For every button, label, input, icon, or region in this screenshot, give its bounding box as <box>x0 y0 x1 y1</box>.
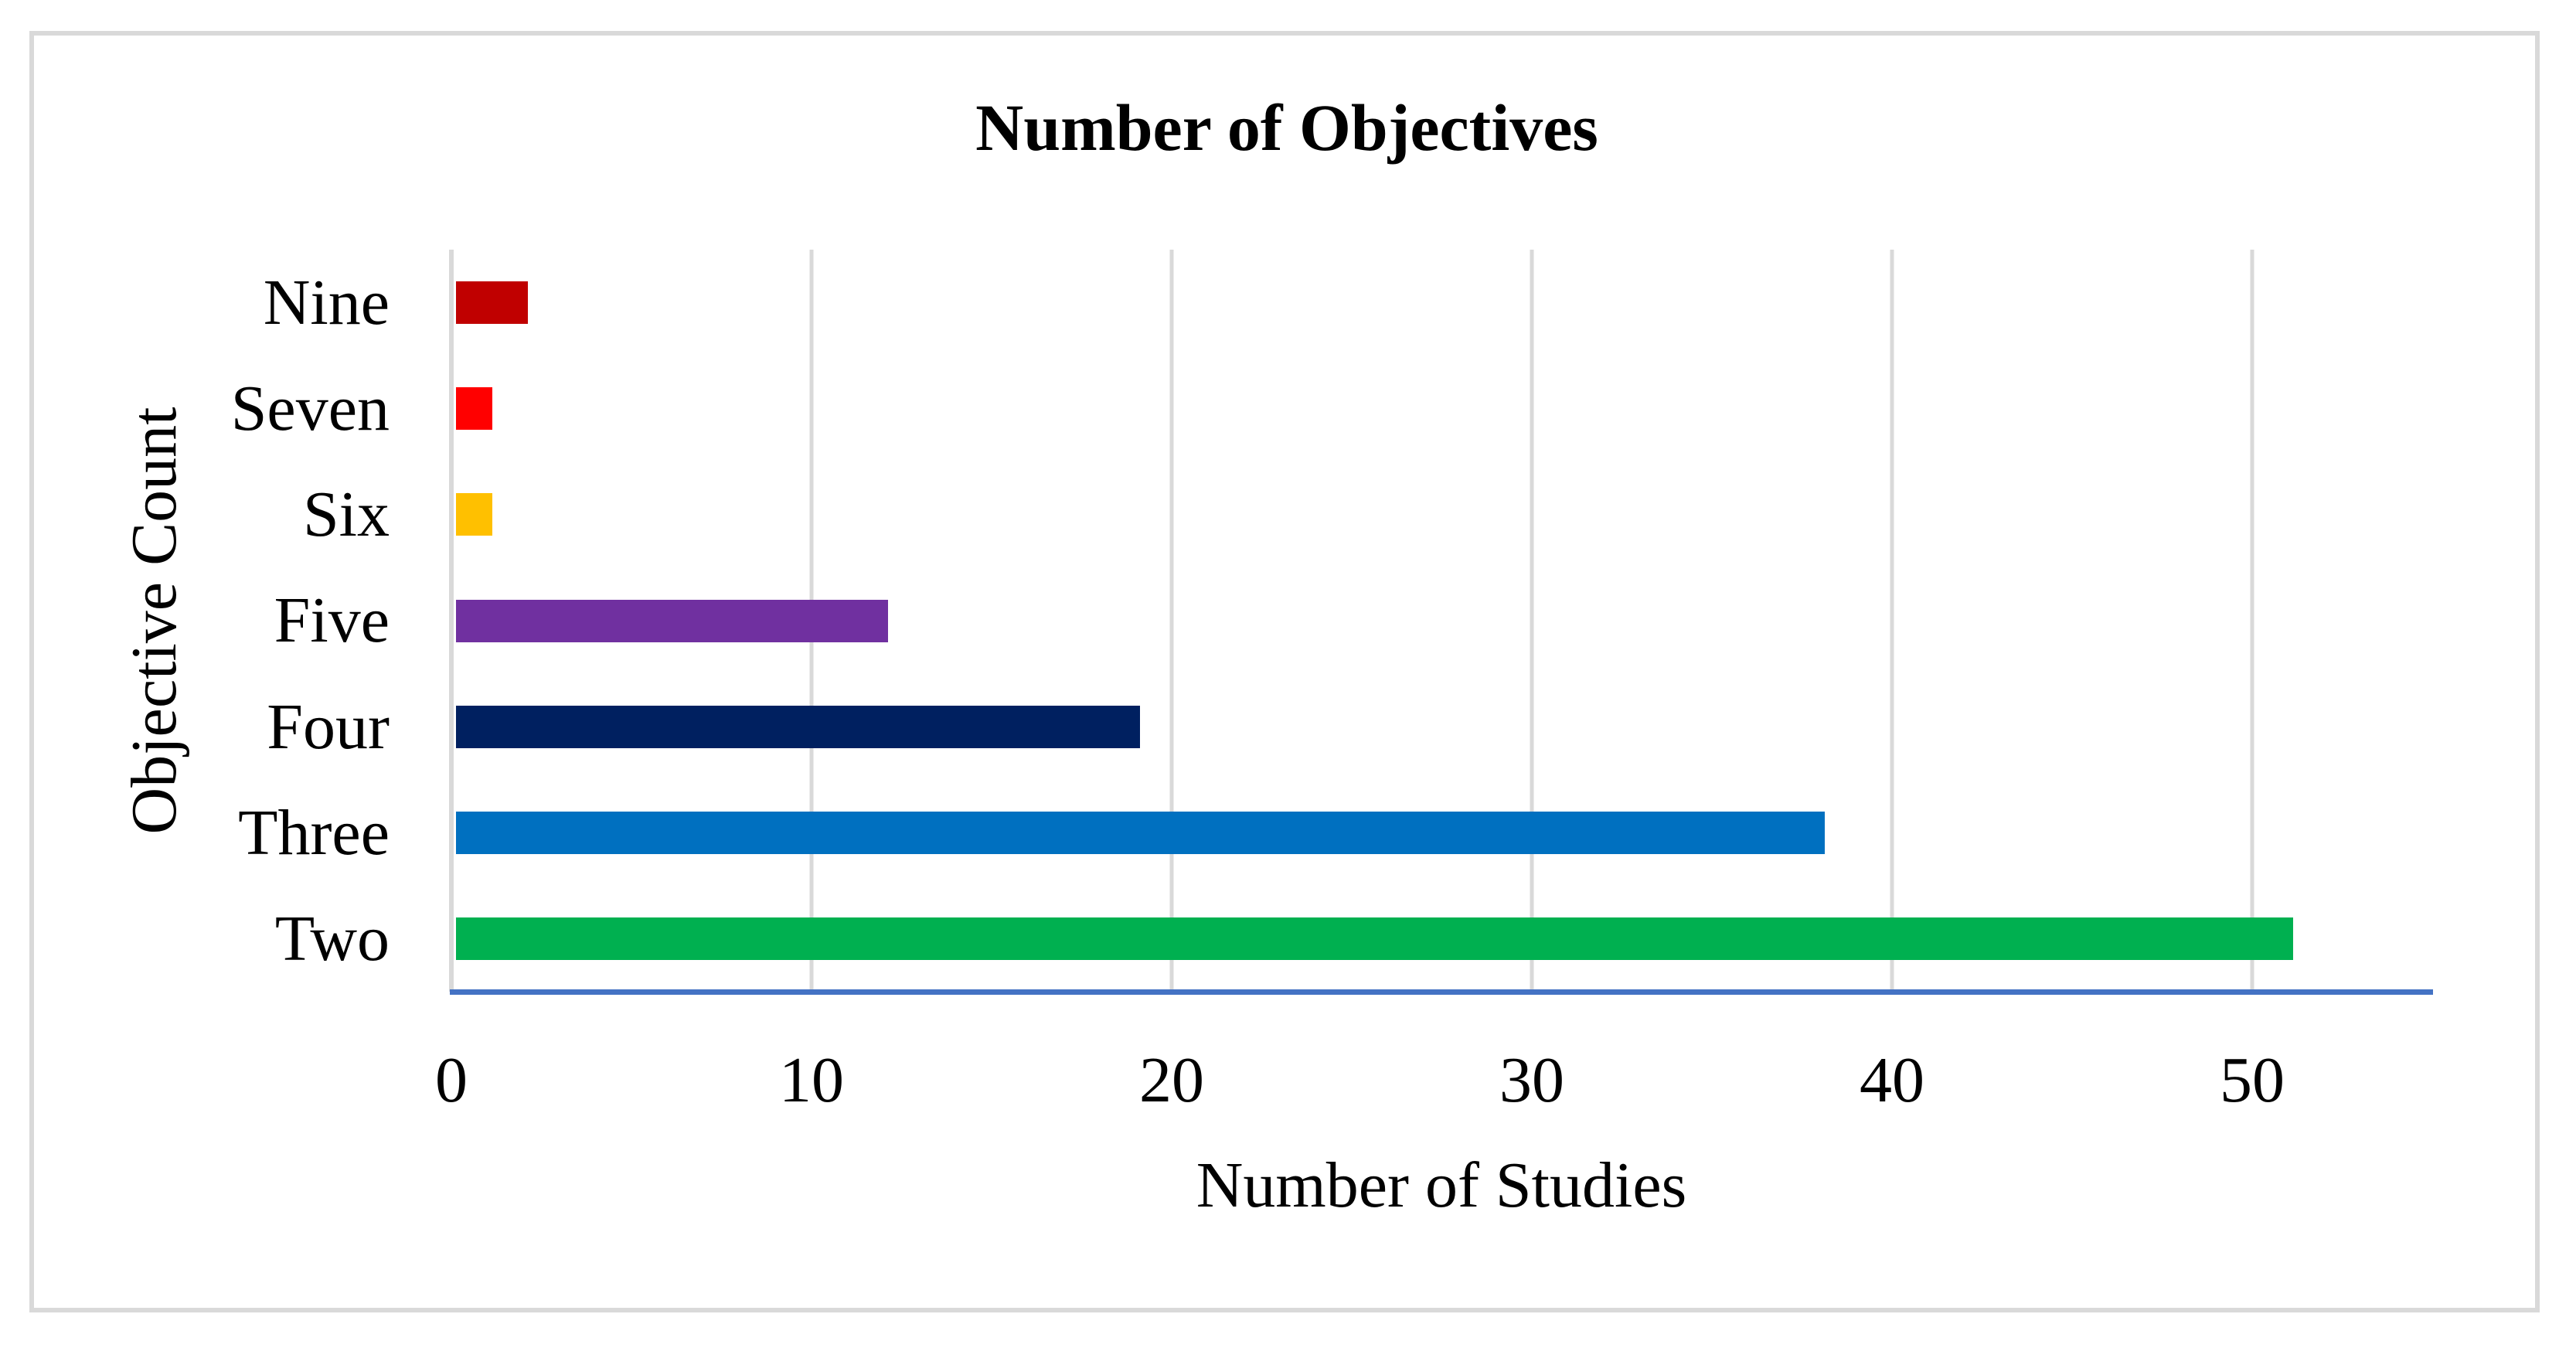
x-axis-title: Number of Studies <box>1196 1149 1687 1221</box>
category-label-three: Three <box>238 796 390 869</box>
x-tick-label-10: 10 <box>779 1044 844 1116</box>
gridline-x-30 <box>1530 250 1534 992</box>
bar-six <box>456 493 492 536</box>
bar-five <box>456 599 888 642</box>
category-label-six: Six <box>302 478 390 551</box>
gridline-x-40 <box>1890 250 1894 992</box>
x-tick-label-50: 50 <box>2220 1044 2285 1116</box>
category-label-nine: Nine <box>263 267 390 339</box>
bar-nine <box>456 281 528 325</box>
x-axis-baseline <box>450 989 2433 995</box>
x-tick-label-20: 20 <box>1139 1044 1204 1116</box>
chart-title: Number of Objectives <box>975 90 1598 165</box>
category-label-four: Four <box>267 690 390 763</box>
x-tick-label-30: 30 <box>1499 1044 1564 1116</box>
plot-area <box>449 250 2432 992</box>
chart-frame-border <box>29 31 2540 1312</box>
category-label-seven: Seven <box>230 373 390 445</box>
bar-seven <box>456 387 492 431</box>
x-tick-label-0: 0 <box>435 1044 468 1116</box>
bar-two <box>456 917 2293 960</box>
gridline-x-50 <box>2250 250 2254 992</box>
gridline-x-20 <box>1169 250 1174 992</box>
category-label-two: Two <box>274 902 390 975</box>
x-tick-label-40: 40 <box>1860 1044 1924 1116</box>
bar-four <box>456 705 1140 748</box>
bar-three <box>456 811 1825 854</box>
y-axis-line <box>449 250 454 992</box>
category-label-five: Five <box>274 584 390 657</box>
